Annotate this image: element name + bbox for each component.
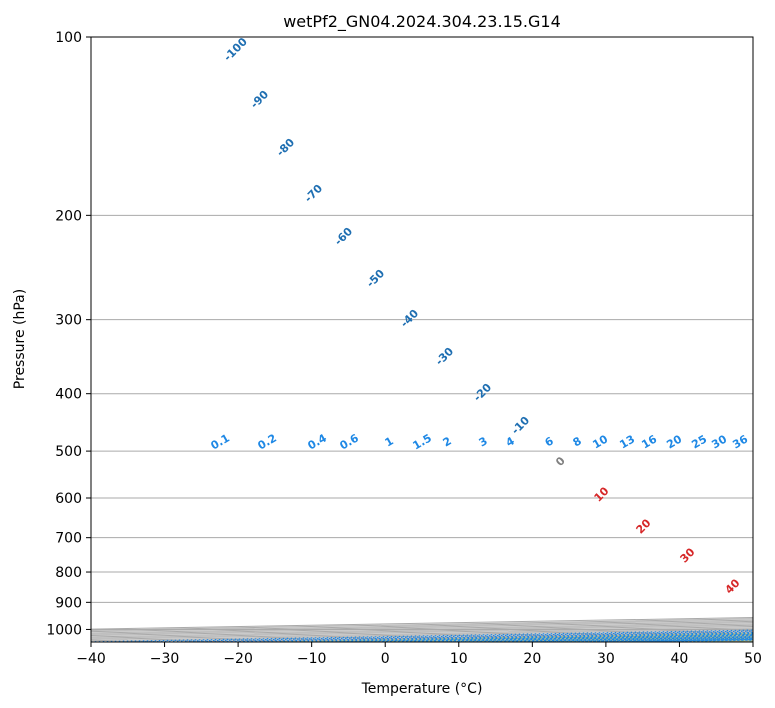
x-axis-title: Temperature (°C) <box>361 681 483 697</box>
y-axis: 100 200 300 400 500 600 700 800 900 1000 <box>46 30 91 638</box>
x-tick-label: −20 <box>223 651 253 667</box>
x-tick-label: 0 <box>381 651 390 667</box>
y-tick-label: 700 <box>55 531 82 547</box>
x-tick-label: 30 <box>597 651 615 667</box>
plot-background <box>91 37 753 642</box>
chart-title: wetPf2_GN04.2024.304.23.15.G14 <box>283 12 561 32</box>
y-axis-title: Pressure (hPa) <box>12 289 28 389</box>
x-tick-label: 40 <box>671 651 689 667</box>
y-tick-label: 800 <box>55 565 82 581</box>
y-tick-label: 200 <box>55 208 82 224</box>
x-axis: −40 −30 −20 −10 0 10 20 30 40 50 <box>76 642 762 667</box>
y-tick-label: 500 <box>55 444 82 460</box>
x-tick-label: 10 <box>450 651 468 667</box>
y-tick-label: 900 <box>55 595 82 611</box>
y-tick-label: 400 <box>55 387 82 403</box>
y-tick-label: 1000 <box>46 622 82 638</box>
y-tick-label: 600 <box>55 491 82 507</box>
x-tick-label: −40 <box>76 651 106 667</box>
grid-layer <box>91 37 753 642</box>
plot-frame <box>90 36 754 643</box>
x-tick-label: 20 <box>523 651 541 667</box>
y-tick-label: 300 <box>55 313 82 329</box>
x-tick-label: −10 <box>297 651 327 667</box>
y-tick-label: 100 <box>55 30 82 46</box>
x-tick-label: 50 <box>744 651 762 667</box>
x-tick-label: −30 <box>150 651 180 667</box>
